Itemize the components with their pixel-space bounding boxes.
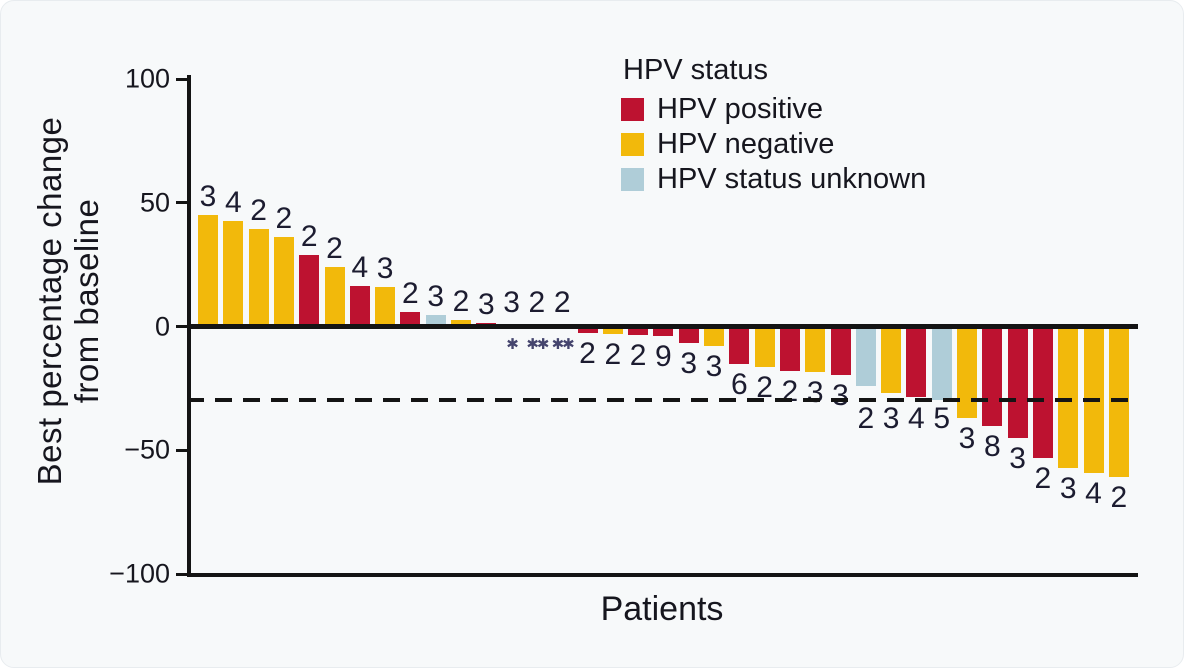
patient-bar-hpv-unknown bbox=[425, 315, 446, 327]
bar-count-label: 2 bbox=[857, 402, 875, 435]
bar-count-label: 3 bbox=[705, 350, 723, 384]
patient-bar-hpv-positive bbox=[830, 326, 851, 375]
patient-bar-hpv-negative bbox=[1058, 326, 1079, 468]
bar-count-label: 5 bbox=[933, 402, 951, 435]
patient-bar-hpv-unknown bbox=[931, 326, 952, 400]
patient-bar-hpv-negative bbox=[602, 326, 623, 334]
patient-bar-hpv-positive bbox=[628, 326, 649, 336]
patient-bar-hpv-negative bbox=[451, 320, 471, 327]
bar-count-label: 4 bbox=[224, 186, 242, 220]
x-axis-line bbox=[187, 573, 1138, 577]
patient-bar-hpv-negative bbox=[324, 267, 345, 327]
patient-bar-hpv-negative bbox=[881, 326, 902, 394]
bar-count-label: 3 bbox=[427, 280, 445, 314]
patient-bar-hpv-negative bbox=[805, 326, 826, 373]
patient-bar-hpv-unknown bbox=[855, 326, 876, 386]
patient-bar-hpv-positive bbox=[577, 326, 598, 333]
zero-change-asterisk-marker: ✱ bbox=[506, 335, 519, 353]
bar-count-label: 2 bbox=[275, 202, 293, 236]
y-tick-label: 100 bbox=[124, 63, 170, 94]
patient-bar-hpv-negative bbox=[375, 286, 396, 327]
legend-item-hpv-negative: HPV negative bbox=[621, 128, 926, 160]
patient-bar-hpv-positive bbox=[299, 254, 320, 327]
bar-count-label: 2 bbox=[579, 336, 596, 370]
bar-count-label: 2 bbox=[528, 285, 546, 319]
x-axis-title: Patients bbox=[600, 590, 724, 628]
patient-bar-hpv-positive bbox=[1032, 326, 1053, 458]
y-axis-title-line2: from baseline bbox=[68, 198, 105, 404]
y-tick bbox=[176, 201, 187, 205]
bar-count-label: 3 bbox=[199, 180, 217, 214]
bar-count-label: 3 bbox=[832, 378, 849, 412]
bar-count-label: 2 bbox=[553, 285, 571, 319]
legend: HPV status HPV positive HPV negative HPV… bbox=[621, 54, 926, 202]
y-tick bbox=[176, 572, 187, 576]
legend-label: HPV negative bbox=[657, 127, 835, 160]
hpv-negative-swatch bbox=[621, 132, 644, 156]
y-tick bbox=[176, 448, 187, 452]
y-tick-label: −50 bbox=[124, 434, 170, 465]
reference-line-minus-30 bbox=[187, 398, 1138, 402]
y-tick-label: 50 bbox=[139, 187, 170, 218]
patient-bar-hpv-positive bbox=[349, 285, 370, 327]
patient-bar-hpv-positive bbox=[729, 326, 750, 364]
patient-bar-hpv-negative bbox=[704, 326, 724, 347]
bar-count-label: 3 bbox=[477, 287, 495, 321]
bar-count-label: 2 bbox=[326, 232, 343, 266]
bar-count-label: 2 bbox=[604, 337, 622, 371]
bar-count-label: 4 bbox=[1085, 476, 1102, 510]
patient-bar-hpv-positive bbox=[400, 311, 421, 327]
bar-count-label: 2 bbox=[1034, 461, 1052, 495]
patient-bar-hpv-positive bbox=[982, 326, 1003, 426]
patient-bar-hpv-negative bbox=[223, 221, 244, 327]
zero-change-asterisk-marker: ✱✱ bbox=[551, 335, 575, 353]
bar-count-label: 3 bbox=[376, 251, 394, 285]
bar-count-label: 3 bbox=[680, 346, 698, 380]
hpv-positive-swatch bbox=[621, 97, 644, 121]
legend-title: HPV status bbox=[623, 54, 769, 86]
bar-count-label: 4 bbox=[908, 402, 925, 435]
patient-bar-hpv-negative bbox=[248, 228, 269, 327]
zero-baseline bbox=[187, 324, 1138, 329]
hpv-unknown-swatch bbox=[621, 167, 644, 191]
patient-bar-hpv-negative bbox=[754, 326, 775, 368]
bar-count-label: 4 bbox=[351, 250, 369, 284]
bar-count-label: 3 bbox=[1009, 441, 1026, 475]
bar-count-label: 2 bbox=[629, 339, 647, 373]
legend-item-hpv-positive: HPV positive bbox=[621, 93, 926, 125]
bar-count-label: 2 bbox=[250, 193, 267, 227]
patient-bar-hpv-negative bbox=[198, 215, 218, 327]
patient-bar-hpv-positive bbox=[678, 326, 699, 343]
bar-count-label: 3 bbox=[882, 402, 900, 435]
bar-count-label: 2 bbox=[300, 219, 318, 253]
patient-bar-hpv-positive bbox=[1007, 326, 1028, 438]
y-axis-title: Best percentage change from baseline bbox=[31, 116, 106, 486]
y-tick-label: −100 bbox=[109, 558, 170, 589]
bar-count-label: 3 bbox=[958, 422, 976, 456]
y-axis-title-line1: Best percentage change bbox=[31, 116, 69, 486]
patient-bar-hpv-positive bbox=[653, 326, 674, 337]
legend-label: HPV status unknown bbox=[657, 162, 927, 195]
bar-count-label: 2 bbox=[756, 371, 773, 405]
y-tick bbox=[176, 325, 187, 328]
bar-count-label: 3 bbox=[503, 285, 520, 319]
legend-label: HPV positive bbox=[657, 92, 824, 125]
bar-count-label: 2 bbox=[402, 276, 419, 310]
patient-bar-hpv-positive bbox=[779, 326, 800, 372]
y-tick-label: 0 bbox=[154, 311, 170, 341]
patient-bar-hpv-negative bbox=[957, 326, 977, 419]
bar-count-label: 8 bbox=[983, 429, 1001, 463]
y-tick bbox=[176, 77, 187, 81]
bar-count-label: 6 bbox=[730, 367, 748, 401]
bar-count-label: 9 bbox=[655, 340, 672, 374]
bar-count-label: 2 bbox=[452, 285, 470, 319]
patient-bar-hpv-negative bbox=[273, 237, 294, 327]
legend-item-hpv-unknown: HPV status unknown bbox=[621, 163, 926, 195]
zero-change-asterisk-marker: ✱✱ bbox=[526, 335, 549, 353]
bar-count-label: 2 bbox=[1110, 481, 1128, 515]
patient-bar-hpv-positive bbox=[906, 326, 927, 398]
bar-count-label: 3 bbox=[1059, 471, 1077, 505]
